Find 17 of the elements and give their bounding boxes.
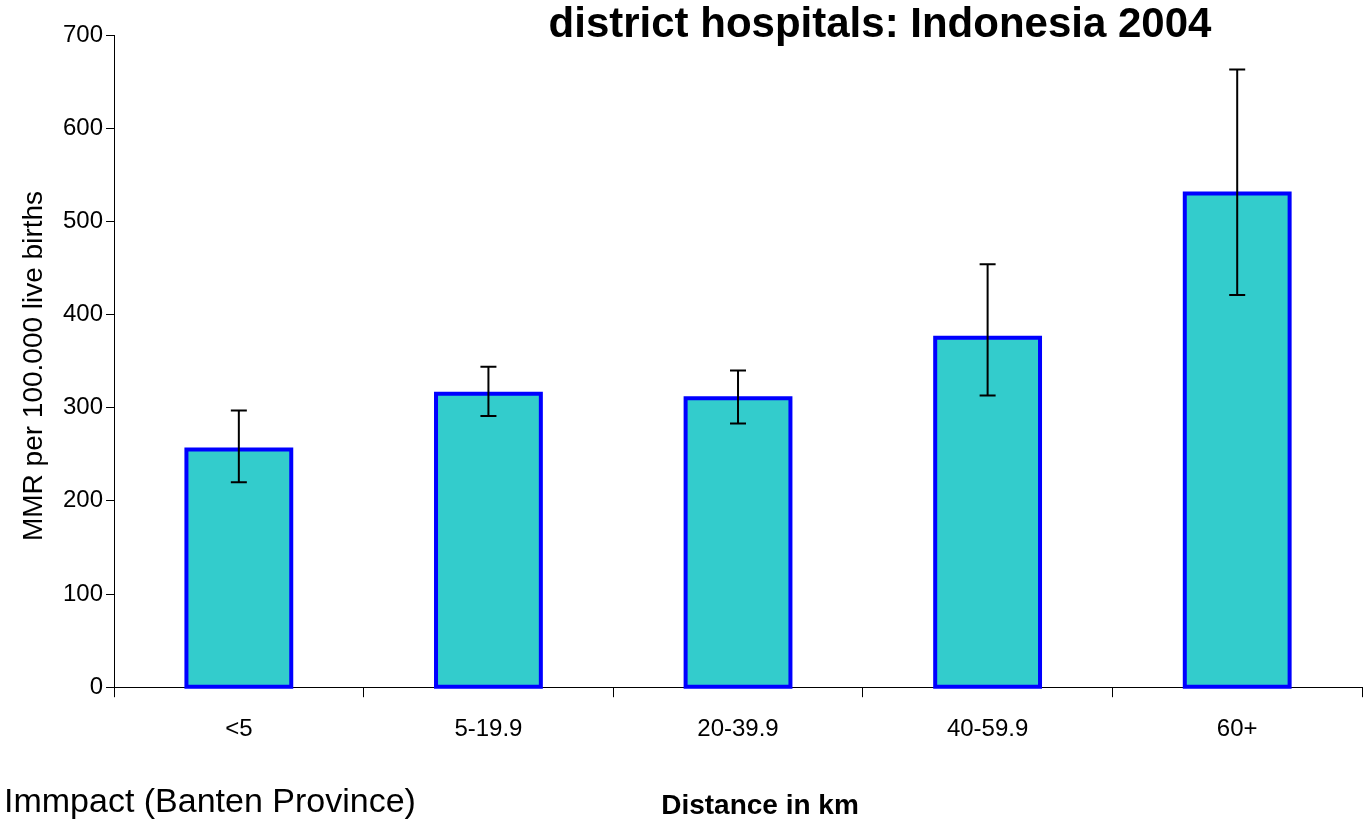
- x-tick-label: 5-19.9: [454, 714, 523, 742]
- x-tick-label: <5: [225, 714, 253, 742]
- x-tick-label: 60+: [1216, 714, 1258, 742]
- x-tick-label: 40-59.9: [946, 714, 1029, 742]
- text: Immpact (Banten Province): [4, 781, 416, 820]
- y-tick-label: 100: [63, 578, 104, 606]
- y-tick-label: 0: [89, 671, 104, 699]
- y-tick-label: 200: [63, 485, 104, 513]
- x-axis-title: Distance in km: [661, 788, 859, 820]
- y-tick-label: 400: [63, 299, 104, 327]
- x-tick-label: 20-39.9: [697, 714, 779, 742]
- y-axis-title: MMR per 100.000 live births: [16, 190, 48, 542]
- y-tick-label: 600: [63, 112, 104, 140]
- y-tick-label: 500: [63, 205, 104, 233]
- y-tick-label: 300: [63, 392, 104, 420]
- chart-title: district hospitals: Indonesia 2004: [548, 0, 1213, 46]
- y-tick-label: 700: [63, 19, 104, 47]
